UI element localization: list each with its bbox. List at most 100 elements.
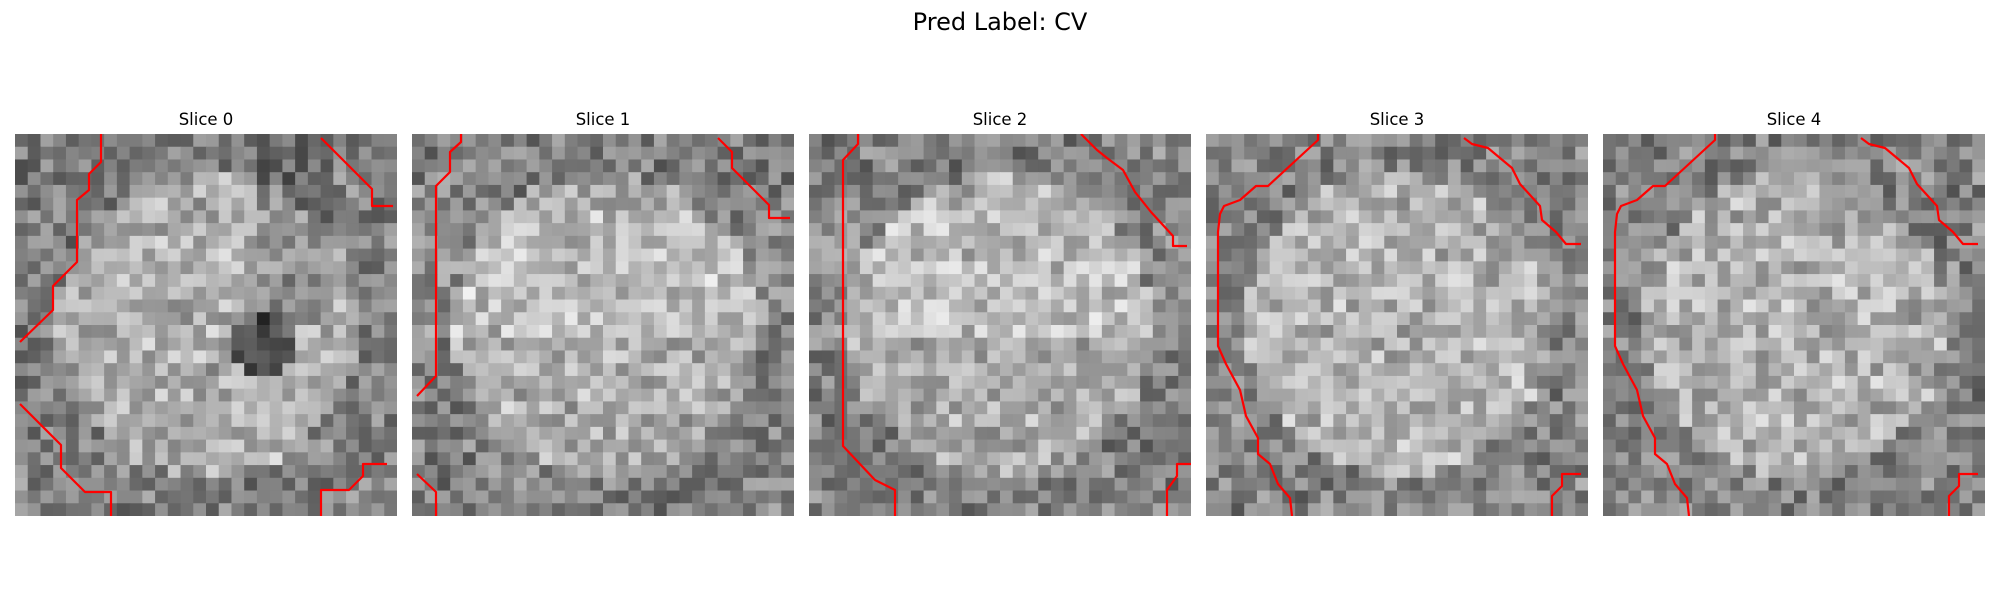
pixel-cell — [142, 439, 156, 453]
pixel-cell — [615, 286, 630, 301]
pixel-cell — [949, 452, 963, 466]
pixel-cell — [692, 414, 706, 428]
pixel-cell — [847, 184, 861, 199]
pixel-cell — [256, 503, 271, 516]
pixel-cell — [1295, 414, 1309, 428]
pixel-cell — [65, 490, 80, 504]
pixel-cell — [27, 235, 42, 250]
pixel-cell — [1972, 235, 1985, 250]
pixel-cell — [1486, 286, 1500, 301]
pixel-cell — [1692, 210, 1706, 224]
pixel-cell — [1012, 261, 1027, 275]
pixel-cell — [412, 235, 426, 250]
pixel-cell — [974, 363, 988, 377]
pixel-cell — [1819, 159, 1833, 173]
pixel-cell — [1165, 414, 1179, 428]
pixel-cell — [1781, 414, 1795, 428]
pixel-cell — [1101, 261, 1116, 275]
pixel-cell — [53, 439, 67, 453]
pixel-cell — [1934, 375, 1948, 390]
pixel-cell — [1282, 223, 1296, 237]
pixel-cell — [1447, 134, 1462, 148]
pixel-cell — [1244, 210, 1258, 224]
pixel-cell — [615, 452, 630, 466]
pixel-cell — [1422, 172, 1436, 186]
pixel-cell — [1447, 184, 1462, 199]
pixel-cell — [552, 274, 566, 288]
pixel-cell — [1870, 223, 1884, 237]
pixel-cell — [1666, 401, 1680, 415]
pixel-cell — [768, 286, 782, 301]
pixel-cell — [847, 337, 861, 352]
pixel-cell — [1537, 465, 1551, 479]
pixel-cell — [1959, 235, 1973, 250]
pixel-cell — [1206, 426, 1220, 441]
pixel-cell — [1768, 274, 1782, 288]
pixel-cell — [193, 350, 207, 364]
pixel-cell — [1615, 452, 1630, 466]
pixel-cell — [40, 159, 54, 173]
pixel-cell — [641, 490, 655, 504]
pixel-cell — [526, 261, 540, 275]
pixel-cell — [384, 375, 397, 390]
pixel-cell — [412, 452, 426, 466]
pixel-cell — [1063, 286, 1077, 301]
pixel-cell — [1934, 325, 1948, 339]
pixel-cell — [1307, 248, 1322, 262]
pixel-cell — [872, 388, 886, 402]
pixel-cell — [1333, 248, 1347, 262]
pixel-cell — [974, 401, 988, 415]
pixel-cell — [488, 286, 502, 301]
pixel-cell — [1692, 363, 1706, 377]
pixel-cell — [1320, 503, 1334, 516]
pixel-cell — [40, 490, 54, 504]
pixel-cell — [384, 286, 397, 301]
pixel-cell — [501, 235, 515, 250]
pixel-cell — [1908, 159, 1922, 173]
pixel-cell — [692, 312, 706, 326]
pixel-cell — [847, 439, 861, 453]
pixel-cell — [1883, 197, 1897, 211]
pixel-cell — [859, 312, 874, 326]
pixel-cell — [1704, 312, 1719, 326]
pixel-cell — [1114, 197, 1128, 211]
pixel-cell — [501, 503, 515, 516]
pixel-cell — [1101, 286, 1116, 301]
pixel-cell — [129, 325, 143, 339]
pixel-cell — [1603, 350, 1617, 364]
pixel-cell — [1781, 388, 1795, 402]
pixel-cell — [15, 286, 29, 301]
pixel-cell — [27, 261, 42, 275]
pixel-cell — [1038, 134, 1052, 148]
pixel-cell — [1101, 134, 1116, 148]
pixel-cell — [282, 172, 296, 186]
pixel-cell — [231, 235, 245, 250]
pixel-cell — [104, 172, 118, 186]
pixel-cell — [412, 248, 426, 262]
pixel-cell — [1165, 363, 1179, 377]
pixel-cell — [834, 312, 848, 326]
pixel-cell — [1089, 184, 1103, 199]
pixel-cell — [1946, 401, 1961, 415]
pixel-cell — [768, 146, 782, 161]
pixel-cell — [501, 401, 515, 415]
pixel-cell — [1089, 261, 1103, 275]
pixel-cell — [320, 184, 334, 199]
pixel-cell — [91, 274, 105, 288]
pixel-cell — [1346, 426, 1360, 441]
pixel-cell — [1486, 452, 1500, 466]
pixel-cell — [437, 235, 451, 250]
pixel-cell — [180, 274, 194, 288]
pixel-cell — [936, 477, 950, 492]
pixel-cell — [1089, 426, 1103, 441]
pixel-cell — [1603, 210, 1617, 224]
pixel-cell — [1524, 414, 1538, 428]
pixel-cell — [1959, 465, 1973, 479]
pixel-cell — [1025, 401, 1039, 415]
pixel-cell — [1269, 439, 1283, 453]
pixel-cell — [885, 465, 899, 479]
pixel-cell — [1768, 235, 1782, 250]
pixel-cell — [1486, 337, 1500, 352]
pixel-cell — [910, 363, 925, 377]
pixel-cell — [1435, 172, 1449, 186]
